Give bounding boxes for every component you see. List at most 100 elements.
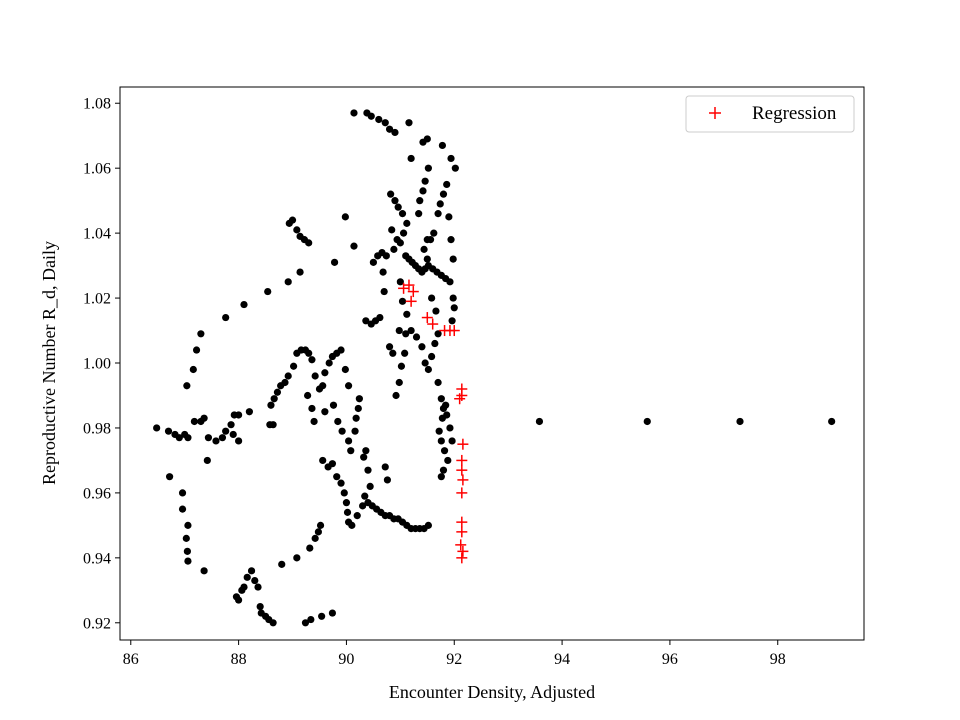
observed-point: [347, 447, 355, 455]
observed-point: [437, 473, 445, 481]
observed-point: [444, 456, 452, 465]
observed-point: [342, 499, 351, 507]
observed-point: [362, 317, 370, 325]
observed-point: [344, 382, 353, 390]
x-axis-ticks: 86 88 90 92 94 96 98: [123, 640, 786, 668]
observed-point: [437, 437, 445, 445]
observed-point: [643, 417, 651, 426]
observed-point: [229, 430, 237, 439]
observed-point: [183, 547, 191, 555]
observed-point: [419, 187, 427, 195]
observed-point: [447, 236, 455, 244]
observed-point: [212, 437, 220, 445]
observed-point: [389, 349, 397, 357]
observed-point: [222, 427, 230, 435]
observed-point: [351, 427, 359, 435]
observed-point: [254, 583, 262, 591]
y-tick-label: 0.98: [83, 420, 111, 437]
observed-point: [434, 378, 442, 387]
observed-point: [395, 378, 403, 387]
observed-point: [448, 317, 456, 325]
observed-point: [382, 252, 390, 260]
observed-point: [264, 287, 272, 296]
observed-point: [432, 307, 440, 315]
y-tick-label: 1.00: [83, 356, 111, 373]
observed-point: [256, 602, 264, 611]
observed-point: [399, 229, 408, 237]
observed-point: [235, 437, 243, 445]
x-tick-label: 92: [446, 651, 462, 668]
observed-point: [439, 466, 448, 474]
observed-point: [424, 164, 432, 172]
observed-point: [175, 434, 183, 442]
observed-point: [434, 330, 442, 338]
observed-point: [240, 583, 248, 591]
observed-point: [321, 369, 329, 377]
observed-point: [403, 310, 411, 318]
observed-point: [412, 333, 421, 341]
observed-point: [445, 213, 453, 221]
y-tick-label: 0.94: [83, 550, 111, 567]
observed-point: [535, 417, 544, 426]
x-tick-label: 88: [231, 651, 247, 668]
observed-point: [311, 534, 319, 542]
observed-point: [379, 268, 387, 276]
observed-point: [385, 343, 394, 351]
observed-point: [430, 229, 438, 237]
observed-point: [736, 417, 744, 426]
observed-point: [316, 521, 325, 529]
observed-point: [290, 362, 298, 370]
observed-point: [164, 427, 173, 435]
observed-point: [439, 190, 448, 198]
observed-point: [380, 287, 388, 296]
observed-point: [269, 619, 277, 627]
observed-point: [418, 343, 426, 351]
observed-point: [321, 408, 329, 416]
y-tick-label: 1.06: [83, 161, 111, 178]
regression-point: [456, 516, 468, 528]
observed-point: [293, 554, 301, 562]
observed-point: [401, 349, 409, 357]
y-tick-label: 0.92: [83, 615, 111, 632]
legend: Regression: [685, 95, 855, 133]
observed-point: [278, 560, 286, 568]
observed-point: [329, 401, 338, 409]
observed-point: [442, 401, 450, 409]
x-tick-label: 94: [554, 651, 570, 668]
observed-point: [353, 512, 361, 520]
regression-point: [427, 318, 439, 330]
observed-point: [381, 463, 389, 471]
observed-point: [334, 417, 342, 426]
regression-point: [456, 487, 468, 499]
observed-point: [415, 210, 423, 218]
observed-point: [270, 395, 278, 403]
observed-point: [182, 534, 190, 542]
observed-point: [447, 154, 455, 163]
regression-point: [403, 279, 415, 291]
y-tick-label: 1.02: [83, 291, 111, 308]
observed-point: [423, 255, 431, 263]
observed-point: [407, 326, 415, 335]
observed-point: [376, 313, 384, 322]
observed-point: [184, 521, 192, 529]
observed-point: [337, 346, 345, 354]
observed-point: [192, 346, 201, 354]
observed-point: [362, 447, 370, 455]
observed-point: [421, 177, 429, 185]
observed-point: [293, 226, 301, 234]
observed-point: [251, 576, 259, 585]
observed-point: [301, 619, 310, 627]
observed-point: [443, 180, 451, 189]
observed-point: [398, 297, 407, 305]
observed-point: [392, 391, 400, 400]
observed-point: [308, 404, 316, 413]
observed-point: [397, 362, 406, 370]
observed-point: [267, 401, 275, 409]
observed-point: [153, 424, 161, 432]
observed-point: [296, 268, 304, 276]
observed-point: [448, 437, 456, 445]
observed-point: [197, 330, 205, 338]
y-tick-label: 1.04: [83, 226, 111, 243]
observed-point: [183, 382, 191, 390]
